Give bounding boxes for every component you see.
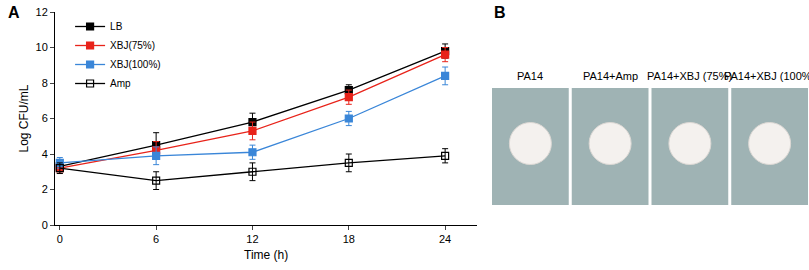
svg-text:10: 10 [36,41,48,53]
svg-text:Amp: Amp [110,78,131,89]
svg-text:4: 4 [42,148,48,160]
svg-text:XBJ(75%): XBJ(75%) [110,40,155,51]
svg-text:A: A [8,4,20,21]
svg-text:Time (h): Time (h) [244,248,288,262]
svg-text:LB: LB [110,21,123,32]
svg-text:PA14+XBJ (75%): PA14+XBJ (75%) [647,70,732,82]
svg-text:8: 8 [42,77,48,89]
svg-text:18: 18 [343,233,355,245]
svg-text:Log CFU/mL: Log CFU/mL [17,84,31,152]
svg-text:12: 12 [36,6,48,18]
svg-text:PA14+XBJ (100%): PA14+XBJ (100%) [724,70,809,82]
svg-text:PA14+Amp: PA14+Amp [583,70,638,82]
svg-text:PA14: PA14 [517,70,543,82]
svg-text:6: 6 [153,233,159,245]
svg-text:12: 12 [246,233,258,245]
svg-text:0: 0 [57,233,63,245]
svg-text:XBJ(100%): XBJ(100%) [110,59,161,70]
svg-text:B: B [494,4,506,21]
svg-text:0: 0 [42,219,48,231]
svg-text:2: 2 [42,183,48,195]
svg-text:6: 6 [42,112,48,124]
svg-text:24: 24 [439,233,451,245]
